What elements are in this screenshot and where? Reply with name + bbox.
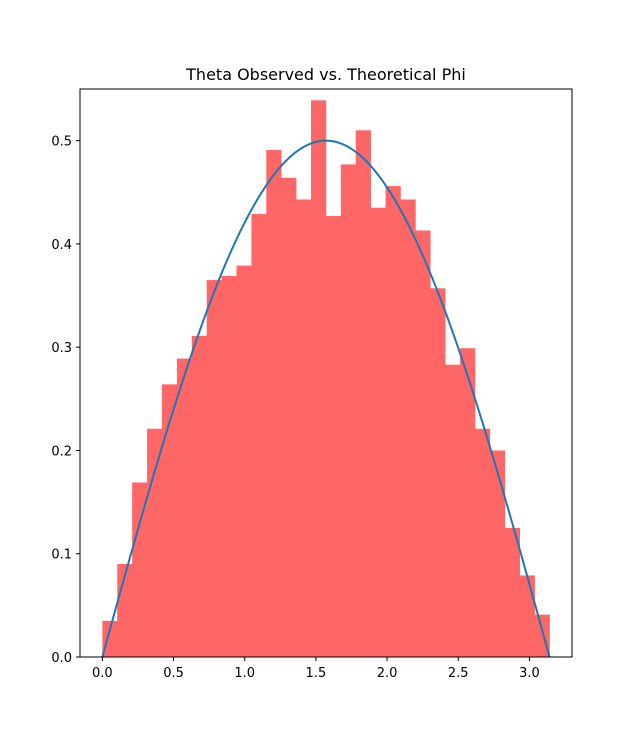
histogram-bar (355, 130, 371, 658)
histogram-bars (102, 100, 550, 658)
chart-title: Theta Observed vs. Theoretical Phi (185, 65, 466, 84)
histogram-bar (102, 620, 118, 657)
histogram-bar (519, 575, 535, 657)
histogram-bar (415, 230, 431, 657)
histogram-bar (445, 364, 461, 657)
histogram-bar (474, 428, 491, 657)
histogram-bar (266, 149, 282, 657)
histogram-bar (221, 275, 237, 657)
histogram-bar (489, 450, 506, 657)
histogram-bar (325, 216, 342, 657)
x-tick-label: 1.0 (234, 666, 255, 681)
x-tick-label: 0.5 (163, 666, 184, 681)
histogram-bar (504, 527, 520, 657)
histogram-bar (161, 384, 178, 657)
histogram-bar (251, 213, 267, 657)
histogram-bar (176, 358, 193, 657)
histogram-bar (296, 199, 312, 657)
histogram-bar (132, 482, 148, 657)
histogram-bar (206, 280, 222, 657)
x-tick-label: 2.0 (377, 666, 398, 681)
histogram-bar (340, 164, 357, 657)
y-tick-label: 0.2 (51, 444, 72, 459)
histogram-bar (236, 265, 252, 657)
histogram-bar (147, 428, 163, 657)
histogram-bar (430, 288, 446, 657)
y-axis: 0.0 0.1 0.2 0.3 0.4 0.5 (51, 135, 80, 666)
x-axis: 0.0 0.5 1.0 1.5 2.0 2.5 3.0 (92, 657, 540, 681)
histogram-bar (385, 186, 401, 658)
theoretical-curve-layer (101, 139, 551, 658)
x-tick-label: 0.0 (92, 666, 113, 681)
histogram-bar (460, 348, 476, 657)
x-tick-label: 3.0 (519, 666, 540, 681)
y-tick-label: 0.3 (51, 341, 72, 356)
x-tick-label: 1.5 (306, 666, 327, 681)
y-tick-label: 0.4 (51, 238, 72, 253)
histogram-bar (400, 199, 416, 657)
histogram-bar (311, 100, 327, 658)
y-tick-label: 0.5 (51, 135, 72, 150)
theoretical-curve (101, 139, 551, 658)
plot-frame (79, 88, 573, 658)
histogram-bar (370, 207, 386, 657)
y-tick-label: 0.0 (51, 651, 72, 666)
histogram-bar (191, 335, 207, 657)
x-tick-label: 2.5 (448, 666, 469, 681)
histogram-bar (281, 177, 297, 657)
y-tick-label: 0.1 (51, 548, 72, 563)
